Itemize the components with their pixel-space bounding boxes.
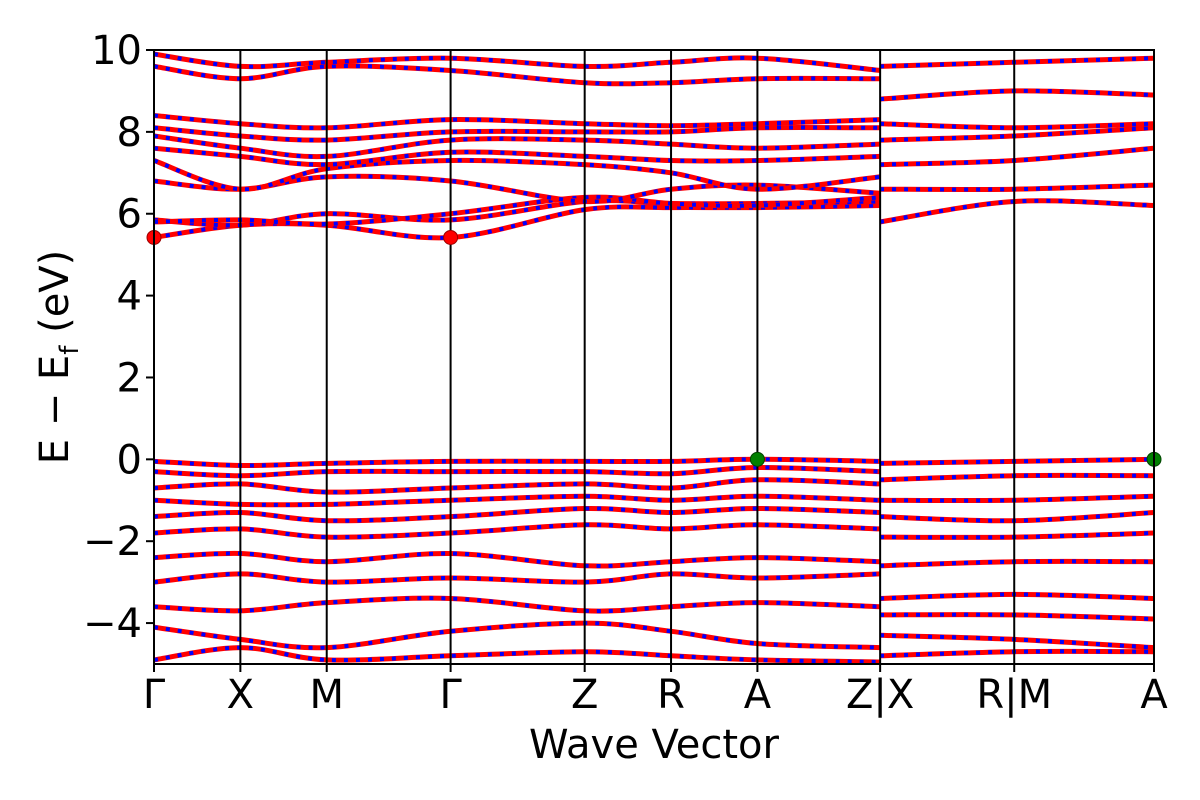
band-line-spin-up — [880, 472, 1154, 483]
band-line-spin-up — [880, 493, 1154, 504]
band-line-spin-up — [880, 145, 1154, 168]
band-line-spin-up — [879, 88, 1154, 102]
x-tick-label: Z — [571, 672, 598, 718]
y-tick-label: 10 — [91, 28, 142, 74]
band-line-spin-up — [879, 198, 1154, 225]
x-tick-label: Γ — [439, 672, 462, 718]
x-tick-label: Γ — [143, 672, 166, 718]
band-line-spin-up — [880, 456, 1154, 466]
x-tick-label: R — [657, 672, 685, 718]
x-tick-label: A — [744, 672, 772, 718]
kpath-vertical-lines — [239, 50, 1016, 664]
cbm-marker — [443, 229, 459, 245]
x-tick-label: X — [227, 672, 254, 718]
y-tick-label: 2 — [117, 355, 142, 401]
x-tick-label: M — [309, 672, 344, 718]
x-tick-label: A — [1140, 672, 1168, 718]
x-tick-label: R|M — [976, 672, 1052, 718]
band-line-spin-up — [880, 55, 1154, 69]
y-tick-label: −2 — [83, 519, 142, 565]
band-line-spin-up — [880, 648, 1154, 659]
x-axis-title: Wave Vector — [529, 722, 780, 768]
band-line-spin-up — [880, 612, 1154, 622]
y-axis-title-unit: (eV) — [32, 250, 78, 346]
band-line-spin-up — [880, 530, 1154, 540]
y-tick-label: −4 — [83, 601, 142, 647]
plot-frame — [153, 49, 1155, 665]
band-line-spin-up — [880, 558, 1154, 569]
bands-layer — [154, 51, 1154, 664]
band-line-spin-up — [880, 591, 1154, 601]
y-tick-label: 0 — [117, 437, 142, 483]
vbm-marker — [749, 451, 765, 467]
band-line-spin-up — [880, 121, 1154, 131]
x-axis-ticks: Γ X M Γ Z R A Z|X R|M A — [143, 664, 1168, 718]
y-tick-label: 6 — [117, 192, 142, 238]
y-axis-ticks: −4 −2 0 2 4 6 8 10 — [83, 28, 154, 647]
band-line-spin-up — [880, 182, 1154, 193]
band-line-spin-up — [880, 632, 1154, 651]
y-tick-label: 4 — [117, 274, 142, 320]
band-edge-markers — [146, 229, 1162, 467]
x-tick-label: Z|X — [846, 672, 914, 718]
band-line-spin-up — [880, 510, 1154, 524]
y-axis-title-main: E − E — [32, 355, 78, 465]
y-tick-label: 8 — [117, 110, 142, 156]
y-axis-title: E − Ef (eV) — [32, 250, 85, 465]
y-axis-title-subscript: f — [55, 345, 85, 355]
